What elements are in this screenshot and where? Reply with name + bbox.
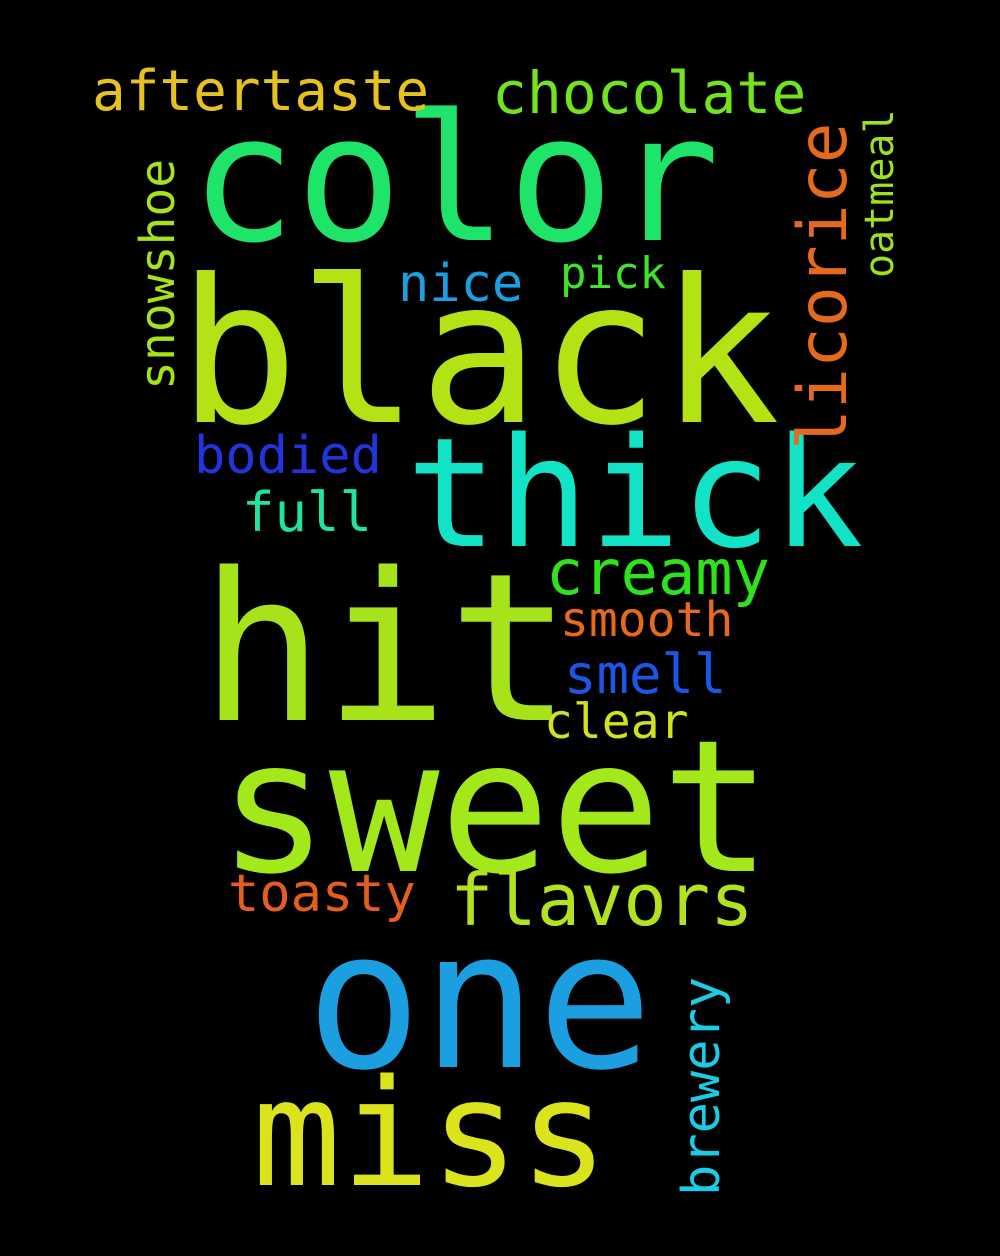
word-oatmeal: oatmeal xyxy=(857,109,903,278)
word-hit: hit xyxy=(200,529,573,769)
word-bodied: bodied xyxy=(194,426,382,486)
word-flavors: flavors xyxy=(450,858,754,942)
word-color: color xyxy=(190,77,720,282)
word-full: full xyxy=(242,481,373,544)
word-creamy: creamy xyxy=(546,536,770,609)
word-snowshoe: snowshoe xyxy=(130,158,186,390)
word-smooth: smooth xyxy=(560,592,734,648)
word-pick: pick xyxy=(560,248,666,299)
word-one: one xyxy=(306,890,653,1113)
word-toasty: toasty xyxy=(228,864,416,924)
word-sweet: sweet xyxy=(218,701,772,915)
word-chocolate: chocolate xyxy=(492,59,807,127)
word-brewery: brewery xyxy=(672,976,732,1196)
word-licorice: licorice xyxy=(784,122,863,450)
word-nice: nice xyxy=(398,254,524,314)
word-aftertaste: aftertaste xyxy=(92,59,430,124)
word-smell: smell xyxy=(564,643,727,706)
word-thick: thick xyxy=(406,405,864,582)
word-miss: miss xyxy=(252,1048,609,1220)
word-black: black xyxy=(178,237,781,470)
word-clear: clear xyxy=(544,694,689,750)
